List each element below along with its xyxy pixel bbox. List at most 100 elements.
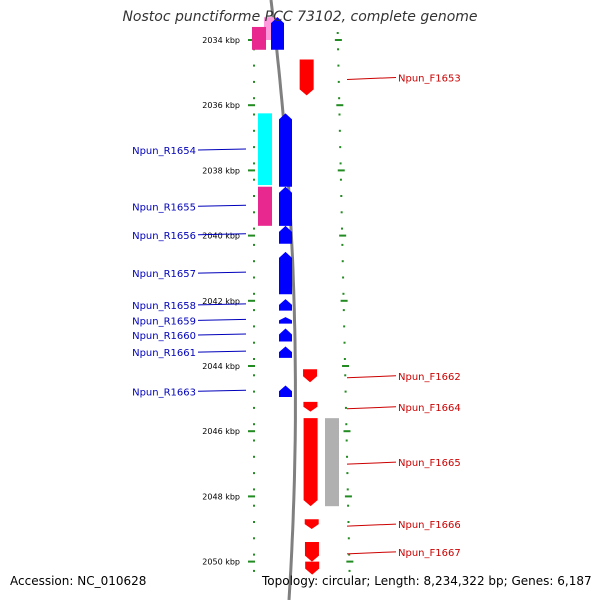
- reverse-gene-leader-line: [197, 271, 247, 274]
- scale-dot-left: [253, 325, 255, 328]
- scale-dot-right: [348, 569, 351, 572]
- scale-tick-label: 2036 kbp: [202, 101, 240, 110]
- scale-tick-label: 2046 kbp: [202, 427, 240, 436]
- scale-dot-left: [253, 292, 255, 295]
- scale-dot-right: [341, 260, 344, 263]
- scale-dot-right: [339, 162, 342, 165]
- scale-dot-right: [340, 211, 343, 214]
- forward-gene-arrow: [303, 418, 318, 507]
- scale-dot-left: [253, 521, 255, 523]
- scale-tick-major-right: [334, 39, 342, 41]
- scale-dot-right: [336, 32, 339, 34]
- feature-layer: [252, 17, 339, 575]
- scale-dot-right: [347, 521, 350, 523]
- feature-magenta-feature: [252, 26, 266, 50]
- scale-dot-left: [253, 227, 255, 230]
- genome-backbone-line: [269, 0, 297, 600]
- reverse-gene-leader-line: [197, 233, 247, 236]
- scale-tick-major: [248, 430, 255, 433]
- scale-tick-major-right: [343, 430, 351, 433]
- scale-dot-left: [253, 195, 255, 197]
- reverse-gene-leader-line: [197, 389, 247, 392]
- forward-gene-arrow: [303, 369, 318, 383]
- scale-dot-left: [253, 472, 255, 475]
- scale-dot-right: [345, 439, 348, 442]
- scale-dot-left: [253, 146, 255, 149]
- scale-dot-right: [342, 292, 345, 295]
- reverse-gene-label: Npun_R1654: [132, 146, 196, 157]
- reverse-gene-arrow: [279, 317, 292, 324]
- scale-tick-major: [248, 234, 255, 237]
- scale-dot-left: [253, 488, 255, 491]
- scale-tick-major: [248, 39, 255, 41]
- forward-gene-leader-line: [346, 406, 397, 410]
- scale-tick-label: 2050 kbp: [202, 558, 240, 567]
- scale-tick-major-right: [346, 560, 354, 563]
- scale-tick-major-right: [336, 104, 344, 107]
- forward-gene-arrow: [305, 561, 320, 575]
- scale-dot-left: [253, 504, 255, 507]
- reverse-gene-label: Npun_R1659: [132, 316, 196, 327]
- scale-dot-right: [343, 341, 346, 344]
- scale-tick-major: [248, 299, 255, 302]
- reverse-gene-label: Npun_R1658: [132, 301, 196, 312]
- scale-tick-major-right: [342, 365, 350, 367]
- scale-tick-label: 2040 kbp: [202, 232, 240, 241]
- scale-dot-left: [253, 423, 255, 426]
- forward-gene-leader-line: [346, 461, 397, 465]
- reverse-gene-leader-line: [197, 204, 247, 207]
- forward-gene-arrow: [304, 519, 319, 529]
- reverse-gene-arrow: [279, 251, 292, 295]
- scale-dot-left: [253, 243, 255, 246]
- topology-text: Topology: circular; Length: 8,234,322 bp…: [262, 574, 592, 588]
- scale-dot-right: [338, 113, 341, 116]
- scale-dot-right: [341, 227, 344, 230]
- scale-dot-left: [253, 260, 255, 263]
- scale-dot-left: [253, 276, 255, 279]
- scale-dot-left: [253, 97, 255, 100]
- scale-dot-right: [342, 276, 345, 279]
- forward-gene-label: Npun_F1665: [398, 458, 461, 469]
- scale-tick-major: [248, 169, 255, 172]
- scale-dot-right: [337, 48, 340, 51]
- scale-dot-right: [347, 537, 350, 540]
- scale-dot-right: [347, 504, 350, 507]
- feature-cyan-feature: [258, 113, 272, 186]
- scale-dot-right: [346, 488, 349, 491]
- scale-dot-right: [344, 406, 347, 409]
- reverse-gene-arrow: [279, 186, 292, 226]
- scale-dot-left: [253, 178, 255, 181]
- reverse-gene-arrow: [279, 299, 292, 311]
- forward-gene-arrow: [303, 401, 318, 412]
- scale-dot-left: [253, 211, 255, 214]
- scale-dot-left: [253, 374, 255, 377]
- reverse-gene-leader-line: [197, 318, 247, 321]
- forward-gene-label: Npun_F1662: [398, 372, 461, 383]
- scale-tick-major: [248, 104, 255, 107]
- scale-tick-label: 2044 kbp: [202, 362, 240, 371]
- reverse-gene-arrow: [271, 17, 284, 50]
- scale-dot-right: [346, 472, 349, 475]
- reverse-gene-arrow: [279, 346, 292, 358]
- forward-gene-leader-line: [346, 523, 397, 527]
- map-title: Nostoc punctiforme PCC 73102, complete g…: [122, 9, 478, 25]
- scale-dot-left: [253, 80, 255, 83]
- scale-dot-left: [253, 358, 255, 360]
- scale-dot-right: [339, 178, 342, 181]
- ruler-layer: 2034 kbp 2036 kbp 2038 kbp 2040 kbp 2042 kbp…: [202, 32, 354, 572]
- scale-tick-major-right: [340, 299, 348, 302]
- scale-dot-right: [342, 309, 345, 312]
- accession-text: Accession: NC_010628: [10, 574, 147, 588]
- scale-dot-right: [343, 325, 346, 328]
- reverse-gene-label: Npun_R1660: [132, 331, 196, 342]
- label-layer: Npun_R1654 Npun_R1655 Npun_R1656 Npun_R1657…: [132, 73, 461, 558]
- scale-dot-left: [253, 455, 255, 458]
- forward-gene-leader-line: [346, 76, 397, 80]
- scale-tick-major-right: [339, 234, 347, 237]
- scale-dot-left: [253, 553, 255, 556]
- scale-dot-left: [253, 309, 255, 312]
- forward-gene-label: Npun_F1666: [398, 520, 461, 531]
- scale-tick-label: 2048 kbp: [202, 492, 240, 501]
- scale-dot-left: [253, 537, 255, 540]
